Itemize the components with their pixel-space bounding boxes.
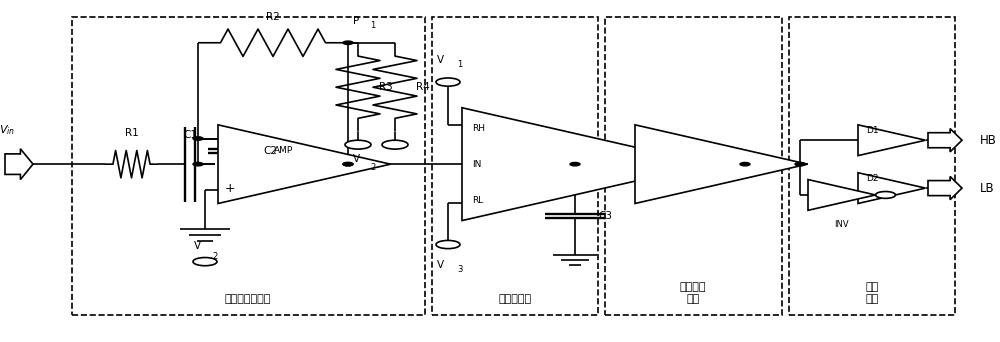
Bar — [432, 17, 598, 315]
Text: V: V — [436, 55, 444, 65]
Polygon shape — [858, 125, 926, 156]
Polygon shape — [808, 180, 876, 210]
Text: RL: RL — [472, 196, 483, 205]
Text: 1: 1 — [370, 21, 376, 30]
Circle shape — [193, 137, 203, 140]
Text: C3: C3 — [598, 211, 612, 221]
Circle shape — [436, 240, 460, 249]
Polygon shape — [928, 176, 962, 200]
Text: 2: 2 — [212, 252, 218, 261]
Polygon shape — [858, 173, 926, 203]
Text: 2: 2 — [370, 163, 376, 172]
Text: 1: 1 — [457, 60, 463, 69]
Text: R4: R4 — [416, 82, 430, 92]
Text: INV: INV — [834, 220, 849, 228]
Text: D1: D1 — [866, 127, 879, 135]
Polygon shape — [5, 149, 33, 180]
Circle shape — [345, 140, 371, 149]
Text: OUT: OUT — [664, 156, 680, 165]
Text: +: + — [225, 182, 235, 195]
Polygon shape — [462, 108, 710, 221]
Text: P: P — [353, 15, 359, 26]
Circle shape — [570, 162, 580, 166]
Text: V: V — [193, 241, 201, 251]
Circle shape — [382, 140, 408, 149]
Text: V: V — [352, 154, 360, 164]
Text: C1: C1 — [183, 130, 197, 140]
Circle shape — [876, 192, 896, 198]
Text: 有源带通滤波器: 有源带通滤波器 — [225, 294, 271, 304]
Text: $V_{in}$: $V_{in}$ — [0, 123, 15, 137]
Text: LB: LB — [980, 182, 995, 195]
Circle shape — [343, 41, 353, 44]
Text: R2: R2 — [266, 12, 280, 22]
Text: C2: C2 — [263, 146, 277, 156]
Circle shape — [740, 162, 750, 166]
Text: HB: HB — [980, 134, 997, 147]
Polygon shape — [928, 129, 962, 152]
Text: 窗口比较器: 窗口比较器 — [498, 294, 532, 304]
Circle shape — [193, 162, 203, 166]
Circle shape — [343, 162, 353, 166]
Text: 驱动
电路: 驱动 电路 — [865, 282, 879, 304]
Text: R1: R1 — [125, 128, 138, 139]
Bar — [789, 17, 955, 315]
Polygon shape — [218, 125, 390, 203]
Bar — [605, 17, 782, 315]
Text: V: V — [436, 260, 444, 270]
Bar — [72, 17, 425, 315]
Circle shape — [795, 162, 805, 166]
Text: D2: D2 — [866, 174, 879, 183]
Text: 3: 3 — [457, 265, 463, 274]
Circle shape — [193, 258, 217, 266]
Text: RH: RH — [472, 124, 485, 133]
Text: IN: IN — [472, 160, 481, 169]
Circle shape — [343, 162, 353, 166]
Text: R3: R3 — [379, 82, 393, 92]
Circle shape — [436, 78, 460, 86]
Polygon shape — [635, 125, 808, 203]
Text: AMP: AMP — [274, 146, 293, 155]
Text: 施密特触
发器: 施密特触 发器 — [680, 282, 706, 304]
